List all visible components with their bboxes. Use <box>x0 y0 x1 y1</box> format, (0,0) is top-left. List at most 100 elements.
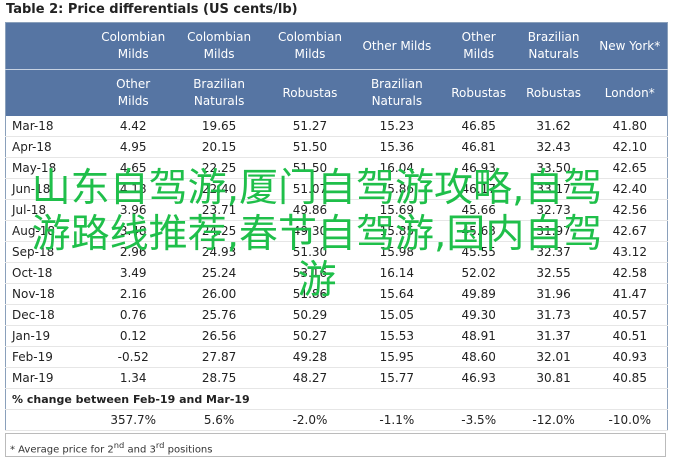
header-cell <box>5 69 98 116</box>
row-label: Mar-18 <box>5 116 98 137</box>
cell: 48.91 <box>442 325 515 347</box>
cell: 25.24 <box>169 262 270 284</box>
cell: 25.76 <box>169 304 270 326</box>
superscript: nd <box>113 440 125 450</box>
cell: 22.25 <box>169 157 270 179</box>
row-label: Sep-18 <box>5 241 98 263</box>
cell: 3.49 <box>97 262 170 284</box>
cell: 31.96 <box>514 283 593 305</box>
table-title: Table 2: Price differentials (US cents/l… <box>6 2 298 17</box>
cell: -12.0% <box>514 409 593 431</box>
watermark: 山东自驾游,厦门自驾游攻略,自驾游路线推荐,春节自驾游,国内自驾游 <box>31 166 603 303</box>
cell: 42.10 <box>592 136 668 158</box>
cell: 46.93 <box>442 157 515 179</box>
cell: 32.37 <box>514 241 593 263</box>
cell: 0.12 <box>97 325 170 347</box>
cell: 48.60 <box>442 346 515 368</box>
data-row: Mar-19 1.34 28.75 48.27 15.77 46.93 30.81 40.85 <box>5 367 668 389</box>
cell: 33.17 <box>514 178 593 200</box>
cell: 52.02 <box>442 262 515 284</box>
footnote-text: * Average price for 2 <box>10 444 114 456</box>
cell: 42.56 <box>592 199 668 221</box>
row-label: Nov-18 <box>5 283 98 305</box>
cell: 32.73 <box>514 199 593 221</box>
cell: 15.69 <box>350 199 443 221</box>
cell: 19.65 <box>169 116 270 137</box>
cell: 31.73 <box>514 304 593 326</box>
cell: 2.96 <box>97 241 170 263</box>
cell: 20.15 <box>169 136 270 158</box>
row-label: Apr-18 <box>5 136 98 158</box>
cell: 5.6% <box>169 409 270 431</box>
cell: 15.77 <box>350 367 443 389</box>
data-row: Jan-19 0.12 26.56 50.27 15.53 48.91 31.37 40.51 <box>5 325 668 347</box>
cell: 32.43 <box>514 136 593 158</box>
cell: -2.0% <box>269 409 351 431</box>
cell: 42.65 <box>592 157 668 179</box>
row-label: Feb-19 <box>5 346 98 368</box>
cell: 51.30 <box>269 241 351 263</box>
cell: 4.18 <box>97 178 170 200</box>
cell: 41.80 <box>592 116 668 137</box>
cell: 40.85 <box>592 367 668 389</box>
row-label: Oct-18 <box>5 262 98 284</box>
cell: 46.93 <box>442 367 515 389</box>
cell: 2.16 <box>97 283 170 305</box>
cell: -3.5% <box>442 409 515 431</box>
data-row: Sep-18 2.96 24.93 51.30 15.98 45.55 32.37 43.12 <box>5 241 668 263</box>
cell: 15.85 <box>350 220 443 242</box>
cell: 28.75 <box>169 367 270 389</box>
cell: 49.30 <box>442 304 515 326</box>
cell: 42.58 <box>592 262 668 284</box>
footnote-text: positions <box>164 444 213 456</box>
cell: 0.76 <box>97 304 170 326</box>
change-label-row: % change between Feb-19 and Mar-19 <box>5 388 668 410</box>
cell: 22.40 <box>169 178 270 200</box>
column-sub: Robustas <box>442 69 515 116</box>
data-row: Apr-18 4.95 20.15 51.50 15.36 46.81 32.43 42.10 <box>5 136 668 158</box>
cell: -10.0% <box>592 409 668 431</box>
superscript: rd <box>155 440 165 450</box>
data-row: Nov-18 2.16 26.00 51.86 15.64 49.89 31.96 41.47 <box>5 283 668 305</box>
row-label: Dec-18 <box>5 304 98 326</box>
header-cell <box>5 22 98 70</box>
cell: 31.62 <box>514 116 593 137</box>
header-row: Other Milds Brazilian Naturals Robustas Bra… <box>5 69 668 116</box>
cell: 15.23 <box>350 116 443 137</box>
cell: 46.81 <box>442 136 515 158</box>
cell: 51.07 <box>269 178 351 200</box>
cell: 15.05 <box>350 304 443 326</box>
cell: 49.86 <box>269 199 351 221</box>
cell: 51.50 <box>269 136 351 158</box>
spacer <box>5 409 98 431</box>
column-group: Colombian Milds <box>97 22 170 70</box>
cell: 42.40 <box>592 178 668 200</box>
column-sub: Other Milds <box>97 69 170 116</box>
cell: 43.12 <box>592 241 668 263</box>
column-group: Colombian Milds <box>269 22 351 70</box>
cell: 46.85 <box>442 116 515 137</box>
cell: 49.30 <box>269 220 351 242</box>
data-row: Oct-18 3.49 25.24 53.16 16.14 52.02 32.55 42.58 <box>5 262 668 284</box>
cell: 50.27 <box>269 325 351 347</box>
cell: 24.25 <box>169 220 270 242</box>
cell: 42.67 <box>592 220 668 242</box>
cell: 45.55 <box>442 241 515 263</box>
column-sub: Brazilian Naturals <box>350 69 443 116</box>
cell: -0.52 <box>97 346 170 368</box>
cell: 16.04 <box>350 157 443 179</box>
column-group: New York* <box>592 22 668 70</box>
cell: 31.97 <box>514 220 593 242</box>
cell: 50.29 <box>269 304 351 326</box>
change-label: % change between Feb-19 and Mar-19 <box>5 388 668 410</box>
cell: 32.01 <box>514 346 593 368</box>
cell: 15.95 <box>350 346 443 368</box>
cell: 23.71 <box>169 199 270 221</box>
data-row: Aug-18 3.48 24.25 49.30 15.85 45.63 31.97 42.67 <box>5 220 668 242</box>
cell: 357.7% <box>97 409 170 431</box>
row-label: Jan-19 <box>5 325 98 347</box>
cell: 51.27 <box>269 116 351 137</box>
data-row: Feb-19 -0.52 27.87 49.28 15.95 48.60 32.01 40.9… <box>5 346 668 368</box>
cell: 51.50 <box>269 157 351 179</box>
